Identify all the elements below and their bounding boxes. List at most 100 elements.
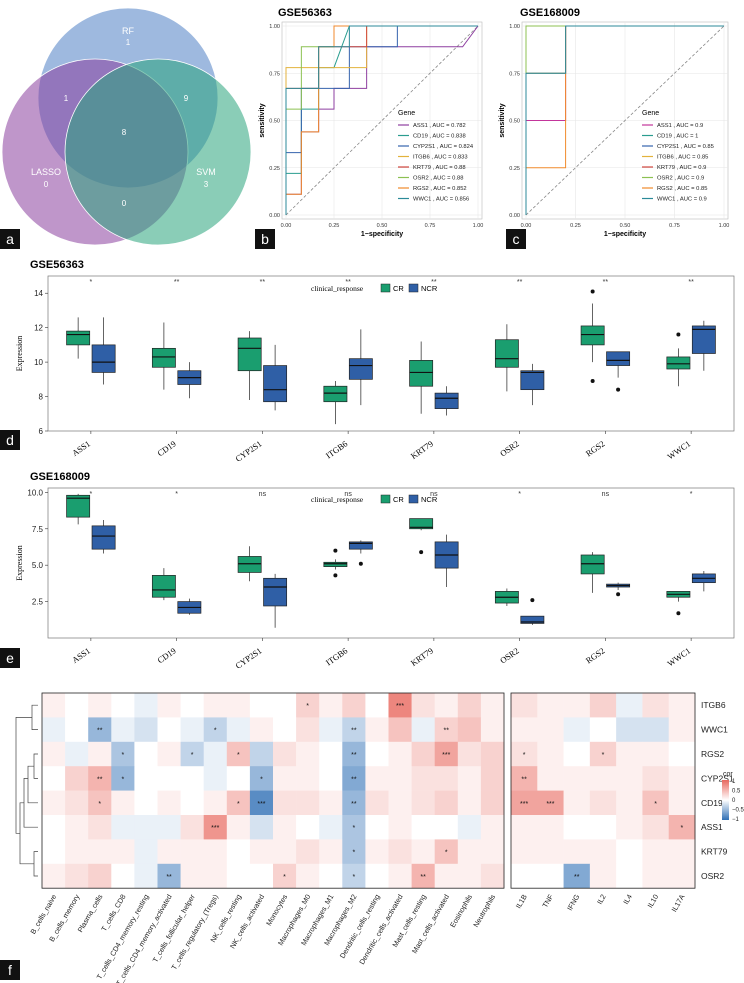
heatmap-cell — [589, 717, 617, 743]
roc-legend-label-itgb6: ITGB6 , AUC = 0.833 — [413, 155, 468, 161]
box-outlier-wwc1-cr — [676, 332, 681, 337]
box-cd19-cr — [151, 347, 176, 368]
heatmap-row-label-wwc1: WWC1 — [701, 725, 728, 735]
heatmap-row-label-ass1: ASS1 — [701, 822, 723, 832]
box-outlier-wwc1-cr — [676, 611, 681, 616]
heatmap-cell — [642, 790, 670, 816]
boxplot-legend-swatch-ncr — [408, 494, 419, 504]
heatmap-cell — [616, 693, 643, 718]
heatmap-cell — [296, 766, 320, 791]
heatmap-cell — [273, 766, 297, 791]
heatmap-cell — [511, 790, 538, 816]
heatmap-significance-star: *** — [396, 703, 404, 710]
heatmap-cell — [319, 790, 343, 816]
heatmap-cell — [134, 863, 158, 889]
heatmap-cell — [273, 863, 297, 889]
heatmap-cell — [457, 839, 482, 865]
heatmap-cell — [411, 863, 435, 889]
box-outlier-rgs2-ncr — [616, 592, 621, 597]
box-itgb6-ncr — [348, 541, 373, 550]
heatmap-significance-star: * — [98, 801, 101, 808]
venn-count-rf-lasso-svm: 8 — [122, 128, 127, 137]
heatmap-cell — [537, 741, 564, 767]
heatmap-cell — [249, 717, 274, 743]
roc-y-tick-label: 0.25 — [509, 166, 520, 172]
heatmap-cell — [273, 693, 297, 718]
venn-count-rf: 1 — [126, 38, 131, 47]
roc-curve-rgs2 — [285, 25, 478, 215]
heatmap-significance-star: ** — [420, 874, 426, 881]
heatmap-cell — [480, 766, 505, 791]
heatmap-cell — [589, 741, 617, 767]
boxplot-legend-label-ncr: NCR — [421, 284, 438, 293]
box-significance-itgb6: ns — [344, 491, 352, 498]
heatmap-cell — [616, 766, 643, 791]
heatmap-legend-tick: 1 — [732, 779, 736, 785]
roc-x-tick-label: 0.50 — [377, 223, 388, 229]
heatmap-col-label: Eosinophils — [448, 892, 474, 929]
heatmap-significance-star: * — [306, 703, 309, 710]
box-category-label-osr2: OSR2 — [498, 438, 521, 458]
heatmap-cell — [388, 741, 412, 767]
heatmap-cell — [411, 839, 435, 865]
heatmap-dendrogram-branch — [33, 851, 38, 877]
panel-label-box-b — [255, 229, 275, 249]
roc-legend-label-osr2: OSR2 , AUC = 0.9 — [657, 176, 704, 182]
box-cyp2s1-ncr — [263, 365, 288, 403]
heatmap-cell — [537, 839, 564, 865]
heatmap-cell — [203, 839, 228, 865]
heatmap-significance-star: ** — [351, 752, 357, 759]
heatmap-cell — [111, 717, 135, 743]
box-cd19-cr — [151, 575, 176, 598]
roc-legend-label-cyp2s1: CYP2S1 , AUC = 0.824 — [413, 144, 474, 150]
heatmap-cell — [480, 863, 505, 889]
heatmap-cell — [319, 766, 343, 791]
heatmap-left-border — [41, 692, 505, 889]
heatmap-cell — [180, 790, 204, 816]
box-category-label-cd19: CD19 — [155, 645, 177, 665]
venn-count-lasso-svm: 0 — [122, 199, 127, 208]
heatmap-cell — [226, 766, 251, 791]
box-krt79-cr — [409, 518, 434, 530]
heatmap-cell — [537, 863, 564, 889]
box-significance-osr2: * — [518, 491, 521, 498]
heatmap-cell — [668, 693, 696, 718]
roc-panel-b: GSE56363 0.000.00 0.25 0.25 0.50 0.50 0.75 0.7… — [259, 7, 483, 238]
box-category-label-krt79: KRT79 — [409, 645, 435, 668]
heatmap-dendrogram-branch — [27, 765, 38, 804]
heatmap-legend-tick: −1 — [732, 817, 740, 823]
heatmap-significance-star: *** — [546, 801, 554, 808]
boxplot-y-tick-label: 12 — [34, 324, 43, 333]
heatmap-cell — [249, 693, 274, 718]
boxplot-y-tick-label: 10 — [34, 358, 43, 367]
heatmap-cell — [511, 741, 538, 767]
box-rgs2-ncr — [606, 351, 631, 366]
heatmap-cell — [226, 839, 251, 865]
heatmap-cell — [111, 815, 135, 840]
heatmap-dendrogram-branch — [33, 753, 38, 779]
heatmap-cell — [134, 839, 158, 865]
heatmap-cell — [511, 863, 538, 889]
heatmap-significance-star: *** — [520, 801, 528, 808]
heatmap-cell — [157, 863, 181, 889]
heatmap-cell — [563, 741, 591, 767]
heatmap-cell — [434, 839, 459, 865]
roc-legend-label-cd19: CD19 , AUC = 1 — [657, 134, 698, 140]
heatmap-col-label: Dendritic_cells_activated — [357, 893, 405, 966]
panel-labels: a b c d e f — [0, 229, 526, 980]
heatmap-col-label: T_cells_follicular_helper — [151, 892, 198, 964]
heatmap-cell — [226, 815, 251, 840]
box-outlier-itgb6-cr — [333, 573, 338, 578]
heatmap-cell — [180, 863, 204, 889]
heatmap-cell — [411, 766, 435, 791]
heatmap-cell — [342, 815, 366, 840]
heatmap-cell — [134, 741, 158, 767]
heatmap-significance-star: ** — [351, 728, 357, 735]
boxplot-legend-label-cr: CR — [393, 495, 404, 504]
box-ass1-cr — [66, 330, 91, 346]
box-outlier-itgb6-cr — [333, 548, 338, 553]
heatmap-cell — [88, 717, 112, 743]
heatmap-cell — [273, 741, 297, 767]
box-outlier-rgs2-ncr — [616, 387, 621, 392]
